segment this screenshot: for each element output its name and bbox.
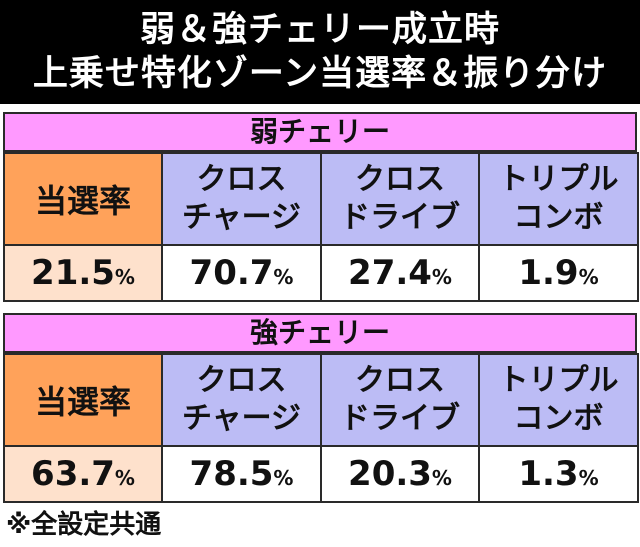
- title-line-1: 弱＆強チェリー成立時: [139, 10, 500, 50]
- rate-table: 当選率 クロス チャージ クロス ドライブ トリプル コンボ 21.5% 70.7% …: [3, 152, 639, 302]
- cross-charge-header: クロス チャージ: [161, 353, 322, 447]
- triple-combo-header: トリプル コンボ: [478, 152, 639, 246]
- section-strong-cherry: 強チェリー 当選率 クロス チャージ クロス ドライブ トリプル コンボ 63.7% …: [0, 313, 640, 503]
- value-row: 63.7% 78.5% 20.3% 1.3%: [3, 445, 639, 503]
- triple-combo-value: 1.3%: [478, 445, 639, 503]
- title-line-2: 上乗せ特化ゾーン当選率＆振り分け: [32, 54, 608, 94]
- value-row: 21.5% 70.7% 27.4% 1.9%: [3, 244, 639, 302]
- rate-header: 当選率: [3, 353, 163, 447]
- cross-charge-value: 78.5%: [161, 445, 322, 503]
- cross-charge-value: 70.7%: [161, 244, 322, 302]
- footnote-text: 全設定共通: [31, 510, 162, 540]
- section-title: 強チェリー: [3, 313, 637, 353]
- cross-drive-value: 27.4%: [320, 244, 480, 302]
- section-weak-cherry: 弱チェリー 当選率 クロス チャージ クロス ドライブ トリプル コンボ 21.5% …: [0, 112, 640, 302]
- cross-charge-header: クロス チャージ: [161, 152, 322, 246]
- reference-mark-icon: ※: [6, 510, 32, 540]
- triple-combo-value: 1.9%: [478, 244, 639, 302]
- header-row: 当選率 クロス チャージ クロス ドライブ トリプル コンボ: [3, 353, 639, 447]
- cross-drive-value: 20.3%: [320, 445, 480, 503]
- rate-value: 21.5%: [3, 244, 163, 302]
- triple-combo-header: トリプル コンボ: [478, 353, 639, 447]
- rate-value: 63.7%: [3, 445, 163, 503]
- section-title: 弱チェリー: [3, 112, 637, 152]
- footnote: ※全設定共通: [6, 507, 161, 543]
- cross-drive-header: クロス ドライブ: [320, 152, 480, 246]
- title-banner: 弱＆強チェリー成立時 上乗せ特化ゾーン当選率＆振り分け: [0, 0, 640, 104]
- header-row: 当選率 クロス チャージ クロス ドライブ トリプル コンボ: [3, 152, 639, 246]
- rate-header: 当選率: [3, 152, 163, 246]
- cross-drive-header: クロス ドライブ: [320, 353, 480, 447]
- rate-table: 当選率 クロス チャージ クロス ドライブ トリプル コンボ 63.7% 78.5% …: [3, 353, 639, 503]
